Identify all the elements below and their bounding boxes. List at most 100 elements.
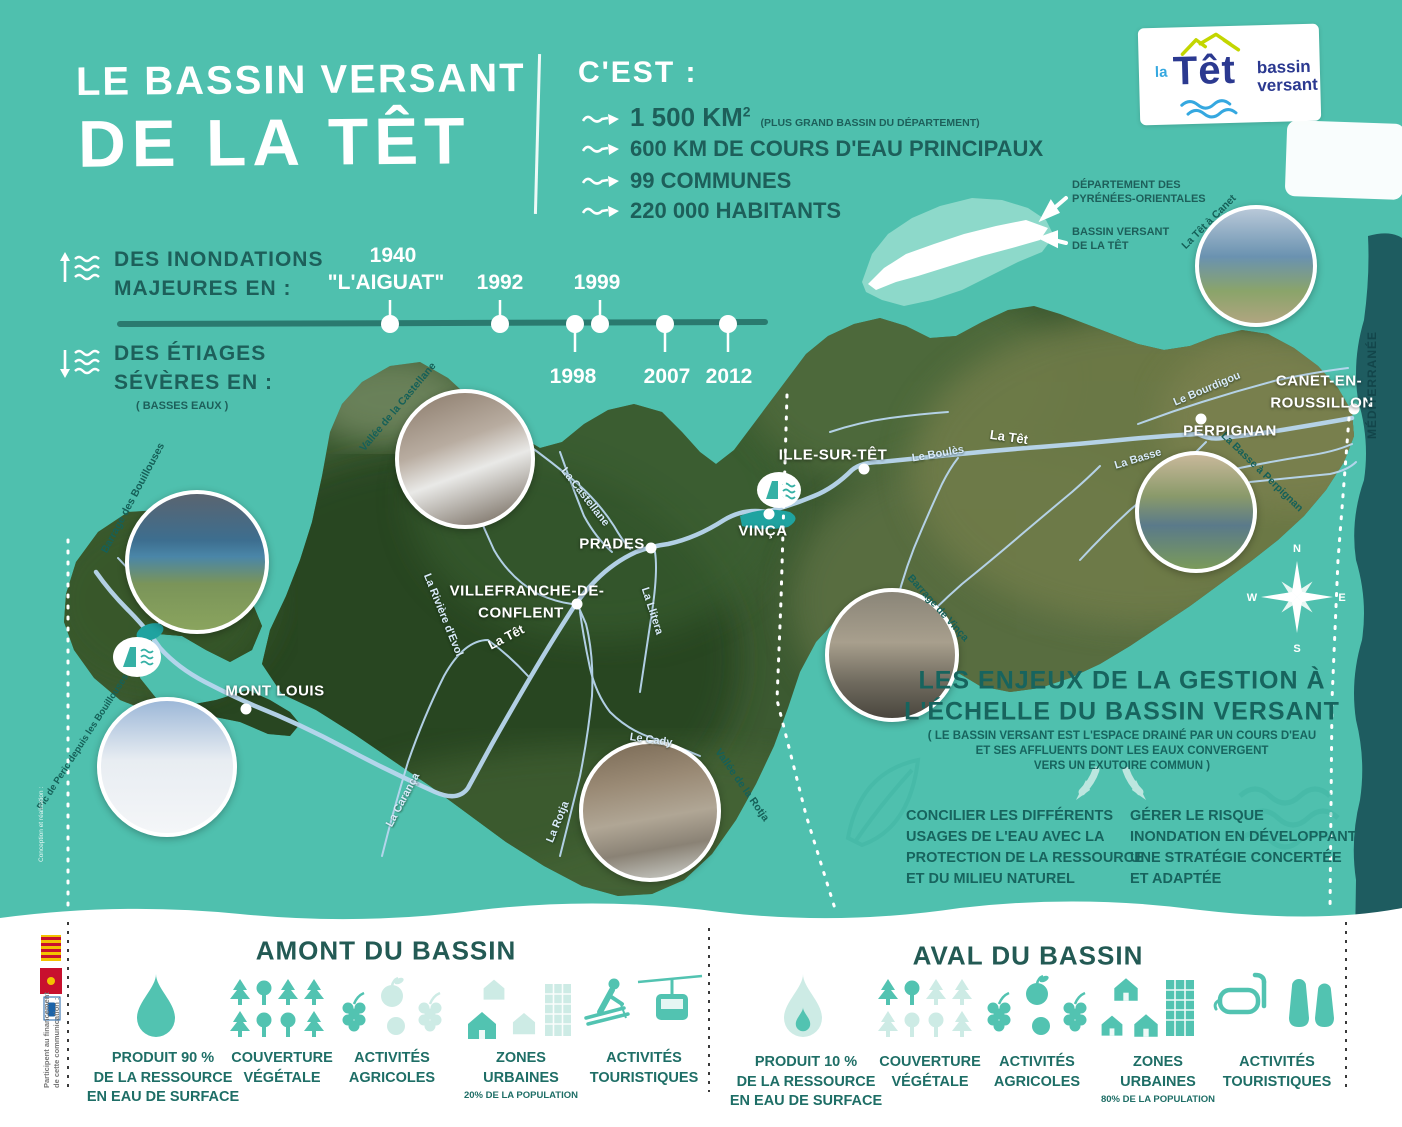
stat-row-population: 220 000 HABITANTS bbox=[582, 198, 841, 224]
amont-section-title: AMONT DU BASSIN bbox=[255, 935, 517, 966]
label-line: PRODUIT 90 % bbox=[111, 1050, 215, 1066]
enjeux-left-line2: USAGES DE L'EAU AVEC LA bbox=[906, 829, 1105, 845]
reservoirs bbox=[136, 509, 796, 641]
enjeux-right-line3: UNE STRATÉGIE CONCERTÉE bbox=[1130, 850, 1342, 866]
city-label-villefranche-line1: VILLEFRANCHE-DE- bbox=[449, 582, 605, 600]
timeline-year-2012: 2012 bbox=[705, 365, 753, 388]
enjeux-left-line3: PROTECTION DE LA RESSOURCE bbox=[906, 850, 1144, 866]
city-label-mont-louis: MONT LOUIS bbox=[225, 682, 325, 700]
inset-basin-label-line1: BASSIN VERSANT bbox=[1072, 226, 1170, 238]
dam-icon bbox=[113, 637, 161, 677]
enjeux-right-column: GÉRER LE RISQUE INONDATION EN DÉVELOPPAN… bbox=[1130, 806, 1357, 890]
logo-name: Têt bbox=[1172, 47, 1237, 94]
logo-suffix-line2: versant bbox=[1257, 74, 1319, 96]
city-dots bbox=[240, 403, 1360, 715]
lowflow-label-line2: SÉVÈRES EN : bbox=[114, 371, 274, 394]
amont-water-label: PRODUIT 90 % DE LA RESSOURCE EN EAU DE S… bbox=[68, 1049, 258, 1108]
urban-zones-icon bbox=[1101, 978, 1194, 1037]
leaf-watermark bbox=[845, 757, 921, 848]
ski-tourism-icon bbox=[584, 974, 703, 1026]
amont-tourism-label: ACTIVITÉS TOURISTIQUES bbox=[564, 1049, 724, 1088]
compass-w: W bbox=[1247, 592, 1258, 604]
wavy-arrow-icon bbox=[582, 114, 619, 125]
stat-length-value: 600 KM DE COURS D'EAU PRINCIPAUX bbox=[630, 136, 1044, 161]
stat-population-value: 220 000 HABITANTS bbox=[630, 198, 842, 223]
photo-vallee-castellane bbox=[395, 389, 535, 529]
label-line: AGRICOLES bbox=[348, 1069, 436, 1086]
compass-e: E bbox=[1338, 592, 1345, 604]
enjeux-left-column: CONCILIER LES DIFFÉRENTS USAGES DE L'EAU… bbox=[906, 806, 1144, 890]
timeline-year-1992: 1992 bbox=[476, 271, 524, 294]
label-line: COUVERTURE bbox=[231, 1050, 333, 1066]
inset-department-label-line1: DÉPARTEMENT DES bbox=[1072, 179, 1181, 191]
label-line: EN EAU DE SURFACE bbox=[86, 1089, 240, 1106]
city-label-vinca: VINÇA bbox=[738, 522, 788, 540]
water-drop-icon bbox=[137, 974, 175, 1037]
label-line: DE LA RESSOURCE bbox=[93, 1069, 233, 1086]
inset-basin-label-line2: DE LA TÊT bbox=[1072, 240, 1129, 252]
logo-mountains-icon bbox=[1180, 32, 1241, 56]
label-line: ACTIVITÉS bbox=[354, 1050, 430, 1066]
aval-tourism-label: ACTIVITÉS TOURISTIQUES bbox=[1197, 1053, 1357, 1092]
logo-waves-icon bbox=[1180, 99, 1238, 119]
stats-intro: C'EST : bbox=[578, 56, 698, 89]
financing-credit: Participent au financement de cette comm… bbox=[42, 920, 62, 1088]
label-line: TOURISTIQUES bbox=[1222, 1073, 1332, 1090]
compass-rose bbox=[1261, 561, 1333, 633]
city-label-prades: PRADES bbox=[579, 535, 645, 553]
water-drop-icon bbox=[784, 974, 822, 1037]
bottom-dashed-frame bbox=[67, 922, 1347, 1092]
wavy-arrow-icon bbox=[582, 206, 619, 217]
compass-n: N bbox=[1293, 543, 1301, 555]
floods-label-line1: DES INONDATIONS bbox=[114, 248, 324, 271]
enjeux-heading-line2: L'ÉCHELLE DU BASSIN VERSANT bbox=[904, 697, 1340, 726]
label-line: URBAINES bbox=[483, 1069, 559, 1086]
amont-urban-label: ZONES URBAINES 20% DE LA POPULATION bbox=[436, 1049, 606, 1103]
amont-vegetation-label: COUVERTURE VÉGÉTALE bbox=[207, 1049, 357, 1088]
agriculture-icon bbox=[342, 976, 442, 1035]
lowflow-label-line1: DES ÉTIAGES bbox=[114, 342, 267, 365]
tet-logo: la Têt bassin versant bbox=[1137, 23, 1322, 126]
aval-section-title: AVAL DU BASSIN bbox=[912, 940, 1144, 971]
label-line: PRODUIT 10 % bbox=[754, 1054, 858, 1070]
lowflow-waves-icon bbox=[60, 349, 100, 378]
photo-vallee-rotja bbox=[579, 740, 721, 882]
stat-area-value: 1 500 KM2 bbox=[630, 102, 751, 132]
dashed-dividers bbox=[66, 393, 1351, 914]
page-title-line2: DE LA TÊT bbox=[77, 103, 471, 181]
bottom-band bbox=[0, 901, 1402, 1127]
label-note: 20% DE LA POPULATION bbox=[463, 1090, 578, 1102]
label-note: 80% DE LA POPULATION bbox=[1100, 1094, 1215, 1106]
enjeux-note-line1: ( LE BASSIN VERSANT EST L'ESPACE DRAINÉ … bbox=[927, 730, 1317, 742]
label-line: VÉGÉTALE bbox=[243, 1069, 321, 1086]
enjeux-arrows bbox=[1078, 766, 1144, 796]
label-line: ACTIVITÉS bbox=[1239, 1054, 1315, 1070]
page-title-line1: LE BASSIN VERSANT bbox=[75, 56, 526, 104]
label-line: ACTIVITÉS bbox=[606, 1050, 682, 1066]
enjeux-note-line2: ET SES AFFLUENTS DONT LES EAUX CONVERGEN… bbox=[975, 745, 1269, 757]
label-line: DE LA RESSOURCE bbox=[736, 1073, 876, 1090]
enjeux-arrowheads bbox=[1076, 780, 1146, 800]
timeline-year-2007: 2007 bbox=[643, 365, 691, 388]
photo-barrage-bouillouses bbox=[125, 490, 269, 634]
agriculture-icon bbox=[987, 974, 1087, 1035]
timeline-year-1999: 1999 bbox=[573, 271, 621, 294]
enjeux-left-line4: ET DU MILIEU NATUREL bbox=[906, 871, 1075, 887]
label-line: ZONES bbox=[496, 1050, 546, 1066]
lowflow-note: ( BASSES EAUX ) bbox=[136, 400, 229, 412]
amont-agriculture-label: ACTIVITÉS AGRICOLES bbox=[317, 1049, 467, 1088]
floods-label-line2: MAJEURES EN : bbox=[114, 277, 292, 300]
photo-tet-canet bbox=[1195, 205, 1317, 327]
white-brush-corner bbox=[1284, 119, 1402, 201]
stat-row-length: 600 KM DE COURS D'EAU PRINCIPAUX bbox=[582, 136, 1043, 162]
aval-vegetation-label: COUVERTURE VÉGÉTALE bbox=[855, 1053, 1005, 1092]
logo-prefix: la bbox=[1154, 63, 1168, 81]
inset-department-label-line2: PYRÉNÉES-ORIENTALES bbox=[1072, 193, 1206, 205]
compass-s: S bbox=[1293, 643, 1300, 655]
aval-agriculture-label: ACTIVITÉS AGRICOLES bbox=[962, 1053, 1112, 1092]
financing-credit-line: Participent au financement bbox=[42, 992, 51, 1088]
sea-label: MÉDITERRANÉE bbox=[1365, 330, 1379, 440]
vegetation-trees-icon bbox=[230, 979, 324, 1037]
financing-credit-line: de cette communication : bbox=[52, 997, 61, 1088]
timeline-axis bbox=[117, 300, 768, 352]
